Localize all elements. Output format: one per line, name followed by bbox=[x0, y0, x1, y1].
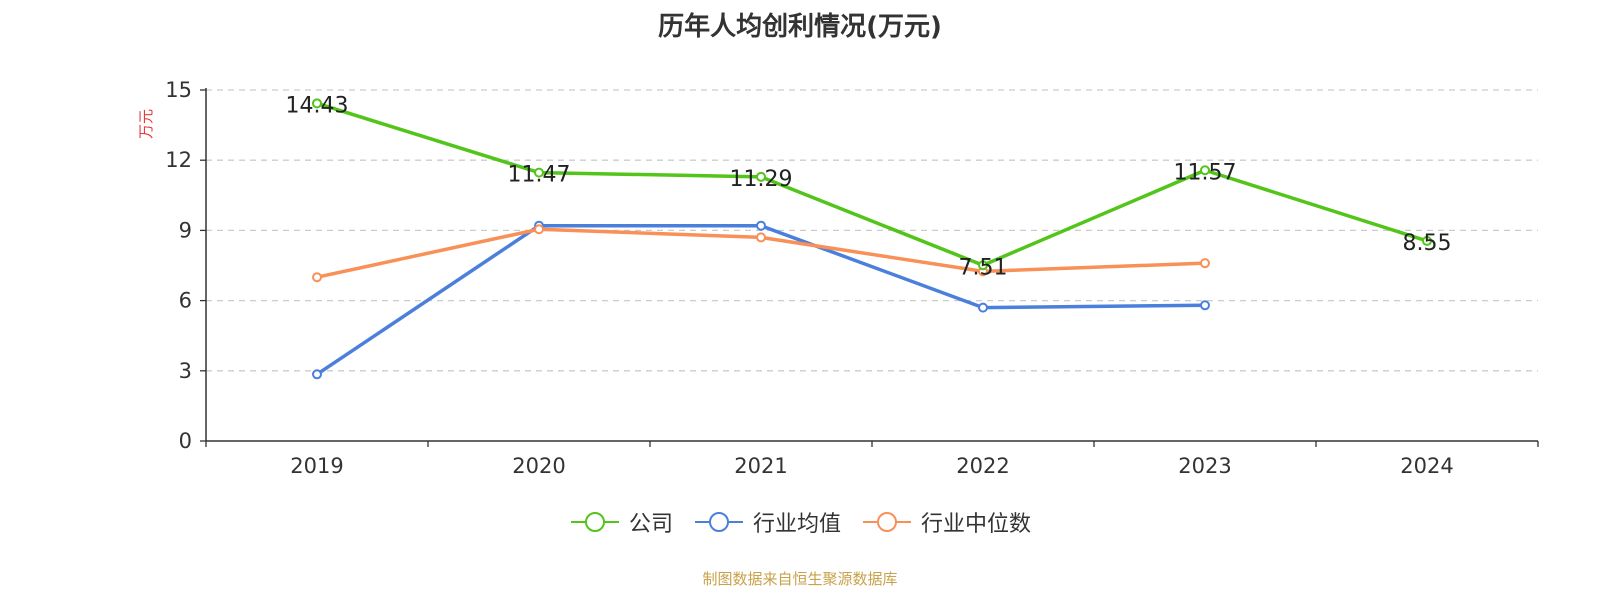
legend-item-company[interactable]: 公司 bbox=[569, 506, 673, 538]
legend-item-industry-median[interactable]: 行业中位数 bbox=[861, 506, 1031, 538]
x-tick-label: 2023 bbox=[1178, 454, 1231, 478]
legend-line-marker-icon bbox=[863, 512, 911, 532]
chart-title: 历年人均创利情况(万元) bbox=[658, 12, 942, 42]
legend-label: 公司 bbox=[628, 512, 673, 537]
data-point bbox=[1200, 258, 1210, 269]
x-tick-label: 2024 bbox=[1400, 454, 1453, 478]
data-label: 7.51 bbox=[959, 255, 1008, 280]
data-label: 11.57 bbox=[1174, 160, 1237, 185]
x-tick-label: 2020 bbox=[512, 454, 565, 478]
x-tick-label: 2022 bbox=[956, 454, 1009, 478]
y-tick-label: 0 bbox=[179, 429, 192, 453]
data-label: 8.55 bbox=[1403, 231, 1452, 256]
x-tick-label: 2019 bbox=[290, 454, 343, 478]
y-tick-label: 9 bbox=[179, 218, 192, 242]
data-point bbox=[1200, 300, 1210, 311]
y-tick-label: 12 bbox=[165, 148, 192, 172]
y-tick-label: 15 bbox=[165, 78, 192, 102]
legend-item-industry-average[interactable]: 行业均值 bbox=[693, 506, 841, 538]
y-tick-label: 6 bbox=[179, 289, 192, 313]
data-label: 11.29 bbox=[730, 167, 793, 192]
data-label: 11.47 bbox=[508, 163, 571, 188]
data-point bbox=[756, 171, 766, 182]
data-point bbox=[534, 167, 544, 178]
chart-legend: 公司 行业均值 行业中位数 bbox=[0, 506, 1600, 538]
series-line-0 bbox=[316, 101, 1428, 268]
x-tick-label: 2021 bbox=[734, 454, 787, 478]
source-note: 制图数据来自恒生聚源数据库 bbox=[702, 570, 898, 588]
y-axis-label: 万元 bbox=[137, 109, 155, 139]
data-point bbox=[978, 260, 988, 271]
data-point bbox=[1422, 235, 1432, 246]
data-point bbox=[756, 220, 766, 231]
data-point bbox=[978, 302, 988, 313]
legend-line-marker-icon bbox=[694, 512, 743, 532]
data-point bbox=[312, 369, 322, 380]
y-tick-label: 3 bbox=[179, 359, 192, 383]
data-point bbox=[756, 232, 766, 243]
legend-label: 行业均值 bbox=[752, 512, 841, 537]
legend-label: 行业中位数 bbox=[921, 512, 1032, 537]
data-point bbox=[1200, 165, 1210, 176]
legend-line-marker-icon bbox=[570, 512, 619, 532]
data-point bbox=[534, 224, 544, 235]
data-label: 14.43 bbox=[286, 93, 349, 118]
data-point bbox=[312, 272, 322, 283]
data-point bbox=[312, 98, 322, 109]
